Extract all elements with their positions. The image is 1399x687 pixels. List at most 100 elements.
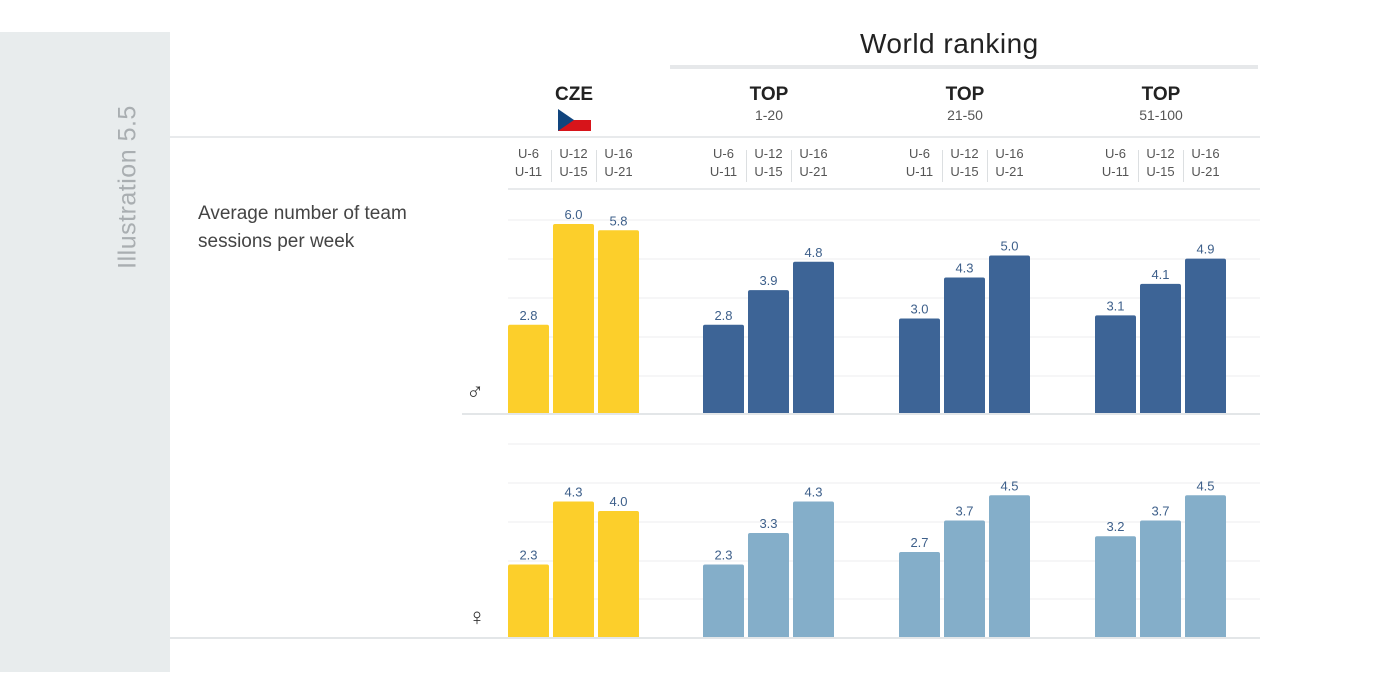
age-label-bottom: U-11	[709, 164, 738, 179]
group-header-top-21-50: TOP 21-50	[900, 84, 1030, 124]
age-separator	[1183, 150, 1184, 182]
data-label: 2.8	[519, 308, 537, 323]
bar-female-3-0	[1095, 536, 1136, 637]
age-label-bottom: U-21	[799, 164, 828, 179]
group-sub-top-1-20: 1-20	[754, 107, 784, 123]
data-label: 4.0	[609, 494, 627, 509]
data-label: 4.3	[564, 485, 582, 500]
age-label-2-0: U-6 U-11	[900, 145, 940, 181]
age-label-0-2: U-16 U-21	[599, 145, 639, 181]
age-label-2-1: U-12 U-15	[945, 145, 985, 181]
age-separator	[942, 150, 943, 182]
group-title-top-21-50: TOP	[945, 84, 985, 105]
age-label-bottom: U-11	[905, 164, 934, 179]
bar-male-1-0	[703, 324, 744, 413]
data-label: 5.0	[1000, 239, 1018, 254]
age-label-bottom: U-21	[995, 164, 1024, 179]
data-label: 4.9	[1196, 242, 1214, 257]
bar-male-1-2	[793, 261, 834, 413]
bar-female-2-1	[944, 520, 985, 637]
bar-female-1-1	[748, 533, 789, 637]
age-label-0-0: U-6 U-11	[509, 145, 549, 181]
bar-male-3-0	[1095, 315, 1136, 413]
age-label-bottom: U-11	[1101, 164, 1130, 179]
bar-male-3-1	[1140, 283, 1181, 413]
bar-female-2-2	[989, 495, 1030, 637]
data-label: 3.1	[1106, 298, 1124, 313]
age-label-3-1: U-12 U-15	[1141, 145, 1181, 181]
age-label-bottom: U-15	[559, 164, 588, 179]
header-divider	[170, 136, 1260, 138]
age-separator	[791, 150, 792, 182]
age-label-top: U-16	[995, 146, 1024, 161]
age-label-top: U-6	[1105, 146, 1126, 161]
age-label-bottom: U-15	[950, 164, 979, 179]
bar-male-0-2	[598, 230, 639, 413]
age-separator	[987, 150, 988, 182]
czech-flag-icon	[557, 109, 591, 131]
data-label: 5.8	[609, 213, 627, 228]
age-label-3-2: U-16 U-21	[1186, 145, 1226, 181]
age-label-top: U-12	[1146, 146, 1175, 161]
bar-female-1-2	[793, 501, 834, 637]
data-label: 2.8	[714, 308, 732, 323]
group-title-top-1-20: TOP	[749, 84, 789, 105]
age-label-top: U-12	[950, 146, 979, 161]
side-panel: Illustration 5.5	[0, 32, 170, 672]
age-label-1-1: U-12 U-15	[749, 145, 789, 181]
data-label: 3.7	[1151, 503, 1169, 518]
age-label-top: U-6	[518, 146, 539, 161]
age-label-2-2: U-16 U-21	[990, 145, 1030, 181]
age-separator	[596, 150, 597, 182]
age-label-bottom: U-15	[754, 164, 783, 179]
data-label: 4.5	[1196, 478, 1214, 493]
age-label-top: U-12	[754, 146, 783, 161]
bar-female-2-0	[899, 551, 940, 637]
data-label: 4.1	[1151, 267, 1169, 282]
bar-female-1-0	[703, 564, 744, 637]
bar-female-3-1	[1140, 520, 1181, 637]
group-header-top-51-100: TOP 51-100	[1096, 84, 1226, 124]
data-label: 3.7	[955, 503, 973, 518]
bar-female-3-2	[1185, 495, 1226, 637]
male-icon: ♂	[466, 378, 484, 405]
female-icon: ♀	[468, 604, 486, 631]
bar-male-2-1	[944, 277, 985, 413]
data-label: 4.8	[804, 245, 822, 260]
age-separator	[551, 150, 552, 182]
age-label-1-0: U-6 U-11	[704, 145, 744, 181]
age-label-bottom: U-21	[1191, 164, 1220, 179]
bar-female-0-0	[508, 564, 549, 637]
age-label-bottom: U-15	[1146, 164, 1175, 179]
data-label: 4.5	[1000, 478, 1018, 493]
group-header-cze: CZE	[509, 84, 639, 131]
data-label: 4.3	[955, 261, 973, 276]
data-label: 4.3	[804, 485, 822, 500]
metric-label: Average number of team sessions per week	[198, 200, 458, 256]
data-label: 6.0	[564, 207, 582, 222]
age-label-top: U-16	[604, 146, 633, 161]
bar-male-0-0	[508, 324, 549, 413]
group-title-cze: CZE	[555, 84, 593, 105]
metric-label-line1: Average number of team	[198, 203, 407, 224]
group-header-top-1-20: TOP 1-20	[704, 84, 834, 124]
data-label: 3.9	[759, 273, 777, 288]
data-label: 3.3	[759, 516, 777, 531]
age-label-0-1: U-12 U-15	[554, 145, 594, 181]
bar-female-0-1	[553, 501, 594, 637]
bar-male-2-0	[899, 318, 940, 413]
group-sub-top-51-100: 51-100	[1139, 107, 1183, 123]
age-divider	[508, 188, 1260, 190]
data-label: 2.3	[714, 548, 732, 563]
age-label-top: U-6	[909, 146, 930, 161]
world-ranking-title: World ranking	[860, 28, 1039, 59]
age-label-top: U-12	[559, 146, 588, 161]
bar-male-2-2	[989, 255, 1030, 413]
bar-male-0-1	[553, 224, 594, 413]
age-label-1-2: U-16 U-21	[794, 145, 834, 181]
age-label-top: U-16	[1191, 146, 1220, 161]
age-label-top: U-16	[799, 146, 828, 161]
world-ranking-underline	[670, 65, 1258, 69]
age-label-top: U-6	[713, 146, 734, 161]
